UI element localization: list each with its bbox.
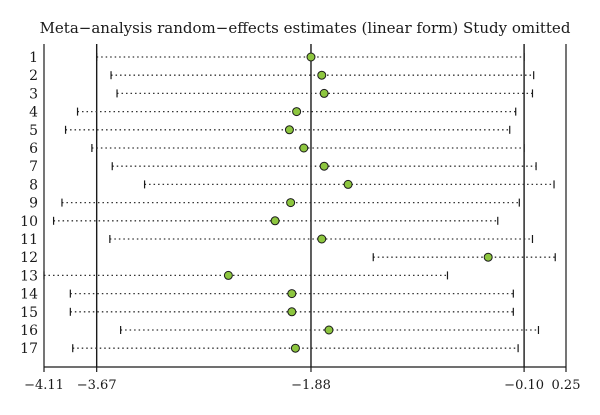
x-axis: −4.11 −3.67 −1.88 −0.10 0.25: [24, 366, 581, 393]
point-estimate: [319, 88, 329, 98]
study-label: 12: [20, 250, 38, 266]
point-estimate: [299, 143, 309, 153]
study-label: 2: [29, 68, 38, 84]
study-label: 4: [29, 105, 38, 121]
x-tick-label: 0.25: [552, 378, 581, 393]
point-estimate: [287, 307, 297, 317]
study-label: 1: [29, 50, 38, 66]
study-label: 5: [29, 123, 38, 139]
point-estimate: [270, 216, 280, 226]
point-estimate: [483, 252, 493, 262]
study-label: 3: [29, 86, 38, 102]
study-label: 8: [29, 177, 38, 193]
point-estimate: [223, 270, 233, 280]
study-label: 16: [20, 323, 38, 339]
study-label: 9: [29, 196, 38, 212]
point-estimate: [324, 325, 334, 335]
study-label: 17: [20, 341, 38, 357]
study-label: 6: [29, 141, 38, 157]
point-estimate: [319, 161, 329, 171]
plot-frame: [43, 44, 567, 367]
study-label: 7: [29, 159, 38, 175]
point-estimate: [286, 198, 296, 208]
point-estimate: [306, 52, 316, 62]
x-tick-label: −1.88: [291, 378, 331, 393]
reference-lines: [95, 44, 525, 367]
x-tick-label: −0.10: [504, 378, 544, 393]
study-label: 10: [20, 214, 38, 230]
point-estimate: [284, 125, 294, 135]
x-tick-label: −3.67: [77, 378, 117, 393]
point-estimate: [317, 234, 327, 244]
chart-title: Meta−analysis random−effects estimates (…: [40, 19, 571, 37]
confidence-intervals: [43, 53, 556, 353]
point-estimates: [223, 52, 493, 353]
study-label: 13: [20, 268, 38, 284]
study-label: 15: [20, 305, 38, 321]
study-label: 11: [20, 232, 38, 248]
study-label: 14: [20, 287, 38, 303]
point-estimate: [287, 289, 297, 299]
point-estimate: [343, 179, 353, 189]
point-estimate: [290, 343, 300, 353]
x-tick-label: −4.11: [24, 378, 64, 393]
point-estimate: [292, 107, 302, 117]
point-estimate: [317, 70, 327, 80]
